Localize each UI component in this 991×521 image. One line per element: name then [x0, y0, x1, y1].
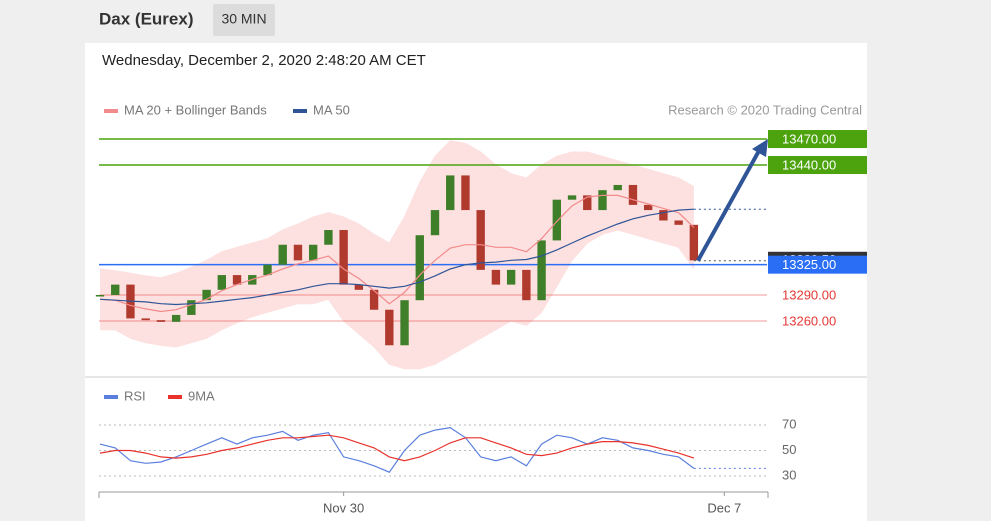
level-box [768, 130, 867, 149]
candle [156, 320, 166, 322]
candle [202, 289, 211, 301]
rsi-chart: RSI 9MA 30 50 70 Nov 30 Dec 7 [98, 388, 796, 515]
level-label: 13260.00 [782, 313, 836, 328]
arrow-head [752, 139, 768, 158]
bollinger-upper [99, 140, 695, 279]
candle [613, 184, 622, 191]
level-label: 13470.00 [782, 131, 836, 146]
candle [369, 289, 379, 310]
candle [141, 318, 150, 321]
candle [659, 210, 668, 221]
candle [567, 195, 577, 200]
candle [430, 210, 440, 236]
candle [628, 184, 638, 205]
y-tick-label: 30 [782, 467, 796, 482]
level-label: 13325.00 [782, 257, 836, 272]
candle [583, 195, 592, 211]
candle [95, 295, 105, 297]
legend-label: MA 50 [313, 102, 350, 117]
legend-label: RSI [124, 388, 146, 403]
legend-swatch [293, 109, 307, 113]
candle [400, 300, 409, 346]
level-label: 13290.00 [782, 287, 836, 302]
candle [278, 244, 287, 265]
level-box [768, 156, 867, 175]
timeframe-label[interactable]: 30 MIN [221, 11, 266, 27]
candle [339, 230, 348, 285]
candle [643, 204, 653, 211]
level-label: 13440.00 [782, 157, 836, 172]
candle [354, 284, 364, 290]
candle [476, 210, 485, 270]
date: Wednesday, December 2, 2020 2:48:20 AM C… [102, 52, 426, 69]
candle [385, 309, 394, 346]
candle [217, 275, 227, 290]
candle [415, 235, 424, 301]
ma-line [99, 208, 694, 306]
candle [537, 240, 546, 301]
projection-arrow [696, 148, 762, 262]
candle [171, 314, 181, 322]
legend-swatch [168, 395, 182, 399]
instrument-title: Dax (Eurex) [99, 9, 193, 28]
y-tick-label: 50 [782, 442, 796, 457]
legend-label: 9MA [188, 388, 215, 403]
legend-swatch [104, 395, 118, 399]
timeframe-button[interactable] [213, 4, 275, 36]
candle [461, 175, 470, 211]
candle [187, 300, 196, 315]
y-tick-label: 70 [782, 416, 796, 431]
candle [111, 284, 120, 296]
candle [308, 244, 318, 261]
candle [263, 264, 272, 276]
candle [522, 269, 531, 301]
candle [232, 275, 242, 285]
candle [491, 269, 501, 285]
candle [506, 269, 516, 285]
bollinger-lower [100, 229, 695, 370]
candle [324, 230, 333, 245]
candle [674, 220, 683, 225]
candle [598, 190, 607, 211]
level-box [768, 255, 867, 274]
rsi-line [99, 434, 695, 462]
candle [293, 244, 303, 261]
x-tick-label: Dec 7 [707, 500, 741, 515]
candle [446, 175, 455, 211]
candle [689, 224, 699, 261]
attribution: Research © 2020 Trading Central [668, 102, 862, 117]
legend-label: MA 20 + Bollinger Bands [124, 102, 267, 117]
rsi-line [99, 426, 695, 473]
candle [552, 199, 562, 241]
x-tick-label: Nov 30 [323, 500, 364, 515]
ma-line [99, 194, 695, 313]
bollinger-fill [100, 140, 694, 369]
legend-swatch [104, 109, 118, 113]
header-bar [85, 0, 867, 40]
